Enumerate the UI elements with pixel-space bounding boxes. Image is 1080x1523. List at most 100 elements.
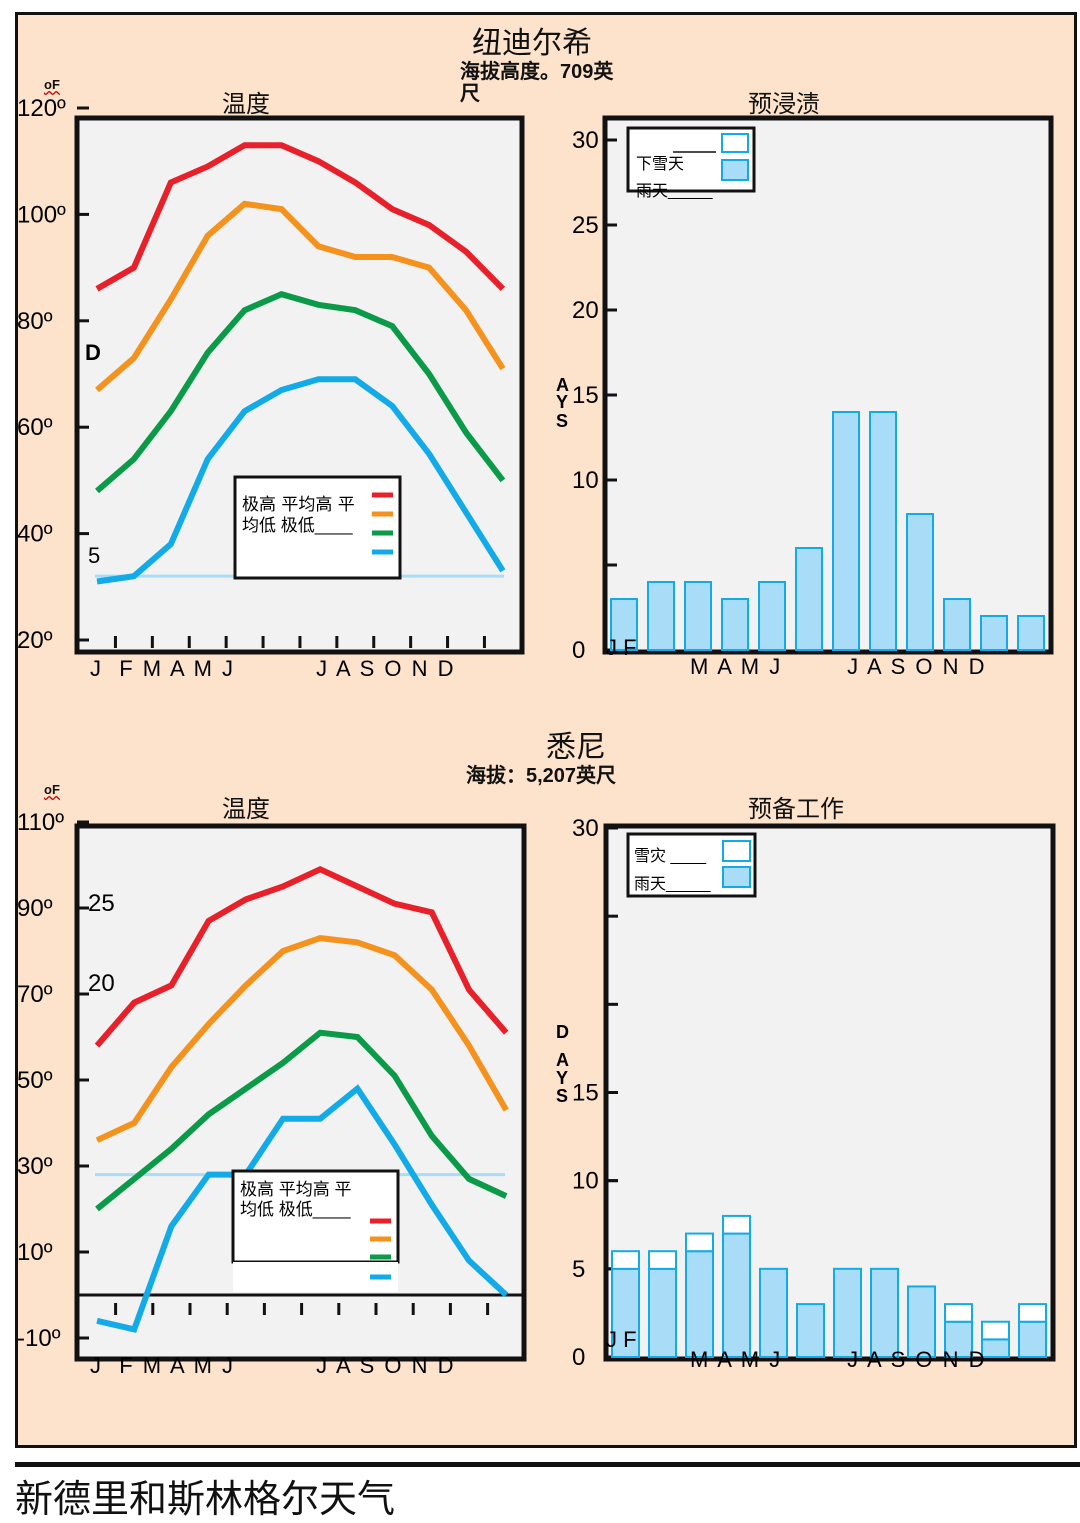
y-tick-label: 30º (17, 1153, 53, 1180)
y-tick-label: 10 (572, 467, 599, 494)
y-tick-label: 120º (17, 95, 66, 122)
legend-snow-label: 雪灾 ____ (634, 847, 707, 865)
altitude-label: 海拔高度。709英 (460, 61, 614, 83)
y-tick-label: 0 (572, 1344, 585, 1371)
rain-bar (684, 581, 712, 651)
max-temp-line (94, 865, 509, 1048)
days-axis-letter: A (556, 375, 569, 395)
snow-bar (685, 1232, 714, 1253)
precip-legend: 下雪天 雨天_____ (626, 126, 756, 200)
avg-high-temp-line (95, 200, 506, 393)
rain-bar (869, 411, 897, 651)
y-tick-label: 20º (17, 627, 53, 654)
y-tick-label: 70º (17, 981, 53, 1008)
y-tick-label: 10º (17, 1239, 53, 1266)
rain-bar (795, 547, 823, 651)
rain-bar (1018, 1320, 1047, 1358)
y-tick-label: 90º (17, 895, 53, 922)
precip-chart-title: 预备工作 (748, 795, 844, 823)
days-axis-letter: A (556, 1050, 569, 1070)
avg-low-temp-line (95, 291, 506, 494)
y-tick-label: 60º (17, 414, 53, 441)
y-tick-label: 15 (572, 382, 599, 409)
rain-bar (648, 1267, 677, 1359)
y-tick-label: 15 (572, 1080, 599, 1107)
snow-bar (944, 1303, 973, 1323)
month-axis-labels: M A M J J A S O N D (690, 1347, 987, 1372)
rain-bar (943, 598, 971, 651)
y-tick-label: 110º (17, 809, 64, 836)
y-tick-label: 20 (572, 297, 599, 324)
snow-bar (648, 1250, 677, 1270)
rain-bar (906, 513, 934, 651)
y-tick-label: 80º (17, 308, 53, 335)
y-tick-label: 10 (572, 1168, 599, 1195)
month-axis-labels: M A M J J A S O N D (690, 654, 987, 679)
snow-bar (981, 1320, 1010, 1341)
precip-chart-2: 0 5 10 15 30 J F M A M J J A S O N D D A Y S… (556, 815, 1056, 1372)
avg-low-temp-line (95, 1029, 508, 1212)
temp-legend-text: 极高 平均高 平 (242, 495, 355, 515)
temp-legend-box (231, 1169, 400, 1264)
y-tick-label: 25 (572, 212, 599, 239)
rain-bar (610, 598, 638, 651)
temp-chart-2: -10º 10º 30º 50º 70º 90º 110º 25 20 J F M A M … (17, 809, 527, 1378)
snow-bar (611, 1250, 640, 1270)
rain-bar (833, 1267, 862, 1359)
stray-label: 5 (88, 543, 100, 568)
precip-zero-extra: J F (606, 1327, 637, 1352)
snow-bar (722, 1214, 751, 1235)
footer-rule (15, 1462, 1080, 1467)
rain-bar (721, 598, 749, 651)
days-axis-letter: S (556, 411, 568, 431)
rain-bar (611, 1267, 640, 1359)
y-tick-label: 40º (17, 521, 53, 548)
legend-swatch-snow (721, 133, 749, 153)
legend-swatch-rain (721, 159, 749, 181)
min-temp-line (96, 376, 506, 585)
rain-bar (944, 1320, 973, 1358)
precip-chart-title: 预浸渍 (748, 90, 820, 118)
min-temp-line (96, 1084, 509, 1333)
precip-zero-extra: J F (606, 635, 637, 660)
stray-label: 20 (88, 970, 115, 997)
days-axis-letter: S (556, 1086, 568, 1106)
legend-rain-label: 雨天_____ (634, 876, 712, 893)
y-tick-label: -10º (17, 1325, 61, 1352)
month-axis-labels: J F M A M J J A S O N D (90, 656, 456, 681)
temp-chart-title: 温度 (222, 795, 270, 823)
y-tick-label: 0 (572, 637, 585, 664)
rain-bar (685, 1250, 714, 1358)
legend-swatch-rain (722, 866, 751, 888)
temp-legend: 极高 平均高 平 均低 极低____ (231, 1169, 400, 1292)
rain-bar (647, 581, 675, 651)
rain-bar (796, 1303, 825, 1358)
stray-label: D (85, 340, 101, 365)
y-tick-label: 5 (572, 1256, 585, 1283)
rain-bar (870, 1267, 899, 1359)
temp-chart-title: 温度 (222, 90, 270, 118)
footer-caption: 新德里和斯林格尔天气 (15, 1477, 396, 1521)
rain-bar (907, 1285, 936, 1359)
altitude-label: 海拔：5,207英尺 (466, 765, 617, 787)
precip-plot-area (602, 115, 1054, 655)
rain-bar (1017, 615, 1045, 651)
temp-unit-label: oF (44, 782, 60, 797)
y-tick-label: 100º (17, 201, 66, 228)
days-axis-letter: Y (556, 1068, 568, 1088)
rain-bar (722, 1232, 751, 1358)
legend-snow-label: 下雪天 (636, 156, 684, 173)
y-tick-label: 30 (572, 127, 599, 154)
temp-unit-label: oF (44, 77, 60, 92)
snow-bar (1018, 1303, 1047, 1323)
temp-legend-text: 极高 平均高 平 (240, 1180, 351, 1199)
days-axis-letter: D (556, 1022, 569, 1042)
month-axis-labels: J F M A M J J A S O N D (90, 1353, 456, 1378)
city-title: 纽迪尔希 (472, 26, 592, 61)
rain-bar (759, 1267, 788, 1359)
temp-chart-1: 20º 40º 60º 80º 100º 120º D 5 J F M A M J J A… (17, 95, 525, 681)
legend-rain-label: 雨天_____ (636, 183, 714, 200)
max-temp-line (95, 142, 506, 292)
temp-legend: 极高 平均高 平 均低 极低____ (233, 475, 402, 580)
